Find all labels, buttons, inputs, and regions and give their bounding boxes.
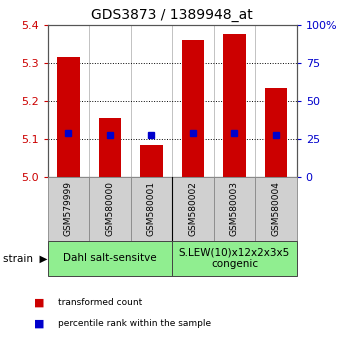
Title: GDS3873 / 1389948_at: GDS3873 / 1389948_at — [91, 8, 253, 22]
Text: ■: ■ — [34, 298, 45, 308]
Bar — [48, 177, 89, 241]
Text: GSM580003: GSM580003 — [230, 181, 239, 236]
Bar — [89, 177, 131, 241]
Text: GSM580000: GSM580000 — [105, 181, 115, 236]
Bar — [255, 177, 297, 241]
Text: transformed count: transformed count — [58, 298, 142, 307]
Text: ■: ■ — [34, 319, 45, 329]
Text: S.LEW(10)x12x2x3x5
congenic: S.LEW(10)x12x2x3x5 congenic — [179, 247, 290, 269]
Bar — [265, 87, 287, 177]
Bar — [140, 145, 163, 177]
Text: GSM580004: GSM580004 — [271, 181, 280, 236]
Bar — [99, 118, 121, 177]
Text: percentile rank within the sample: percentile rank within the sample — [58, 319, 211, 329]
Bar — [223, 34, 246, 177]
Text: GSM579999: GSM579999 — [64, 181, 73, 236]
Text: GSM580001: GSM580001 — [147, 181, 156, 236]
Bar — [181, 40, 204, 177]
Bar — [214, 177, 255, 241]
Bar — [172, 177, 214, 241]
Text: Dahl salt-sensitve: Dahl salt-sensitve — [63, 253, 157, 263]
Text: GSM580002: GSM580002 — [189, 181, 197, 236]
Bar — [131, 177, 172, 241]
Text: strain  ▶: strain ▶ — [3, 253, 48, 263]
Bar — [172, 241, 297, 276]
Bar — [57, 57, 80, 177]
Bar — [48, 241, 172, 276]
